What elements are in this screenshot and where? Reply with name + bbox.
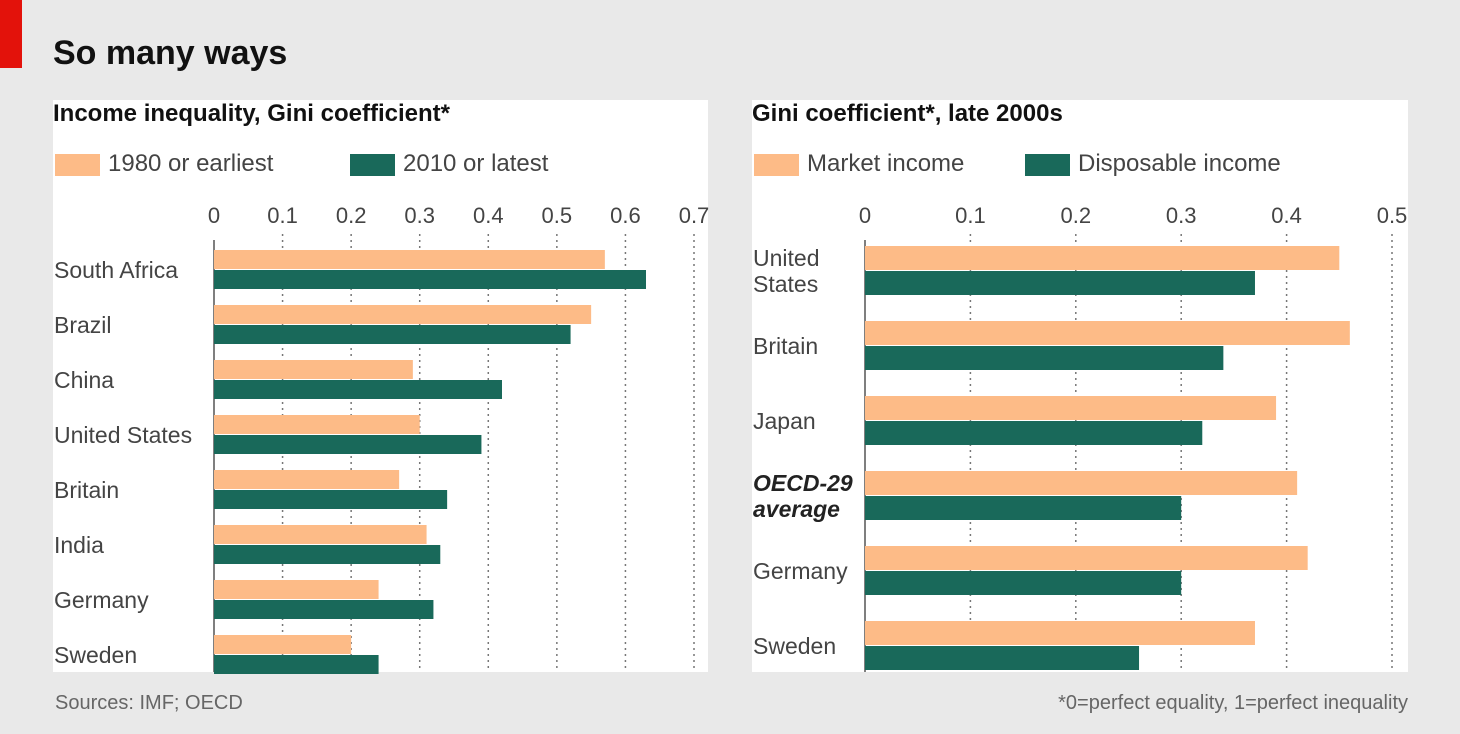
bar [865, 621, 1255, 645]
bar [865, 646, 1140, 670]
x-tick-label: 0.4 [1271, 203, 1302, 228]
bar [214, 305, 592, 324]
bar [865, 546, 1308, 570]
bar [214, 655, 379, 674]
category-label: Brazil [54, 312, 112, 338]
bar [865, 396, 1277, 420]
bar [214, 270, 646, 289]
bar [214, 360, 413, 379]
category-label: United States [753, 245, 820, 297]
legend-swatch [55, 154, 100, 176]
legend-label: Market income [807, 150, 965, 177]
x-tick-label: 0.4 [472, 203, 504, 228]
category-label: Britain [54, 477, 120, 503]
bar [865, 271, 1255, 295]
bar [865, 421, 1203, 445]
bar [214, 545, 441, 564]
bar [214, 325, 571, 344]
x-tick-label: 0.1 [955, 203, 986, 228]
x-tick-label: 0.3 [404, 203, 435, 228]
bar [214, 600, 434, 619]
bar [214, 470, 400, 489]
legend-label: 1980 or earliest [108, 150, 274, 177]
category-label: Britain [753, 333, 819, 359]
bar [214, 635, 352, 654]
red-tab [0, 0, 22, 68]
legend-swatch [754, 154, 799, 176]
bar [214, 580, 379, 599]
bar [865, 471, 1298, 495]
page-title: So many ways [53, 34, 288, 72]
bar [214, 490, 448, 509]
category-label: Germany [54, 587, 149, 613]
legend-label: 2010 or latest [403, 150, 549, 177]
bar [865, 496, 1182, 520]
legend-label: Disposable income [1078, 150, 1281, 177]
bar [214, 380, 502, 399]
legend-swatch [1025, 154, 1070, 176]
bar [865, 321, 1350, 345]
x-tick-label: 0.2 [1060, 203, 1092, 228]
x-tick-label: 0.6 [610, 203, 641, 228]
category-label: Japan [753, 408, 816, 434]
bar [865, 246, 1340, 270]
bar [865, 571, 1182, 595]
legend-swatch [350, 154, 395, 176]
category-label: United States [54, 422, 193, 448]
source: Sources: IMF; OECD [55, 692, 243, 714]
x-tick-label: 0.5 [541, 203, 573, 228]
category-label: Germany [753, 558, 848, 584]
bar [214, 435, 482, 454]
bar [865, 346, 1224, 370]
x-tick-label: 0.5 [1376, 203, 1408, 228]
x-tick-label: 0 [207, 203, 221, 228]
x-tick-label: 0.1 [267, 203, 298, 228]
category-label: Sweden [753, 633, 837, 659]
x-tick-label: 0.2 [335, 203, 367, 228]
x-tick-label: 0.7 [678, 203, 710, 228]
category-label: China [54, 367, 115, 393]
bar [214, 525, 427, 544]
bar [214, 250, 605, 269]
chart-title: Income inequality, Gini coefficient* [53, 100, 450, 127]
x-tick-label: 0.3 [1165, 203, 1197, 228]
footnote: *0=perfect equality, 1=perfect inequalit… [1058, 692, 1408, 714]
category-label: Sweden [54, 642, 138, 668]
category-label: South Africa [54, 257, 179, 283]
category-label: OECD-29 average [753, 470, 853, 522]
bar [214, 415, 420, 434]
chart-title: Gini coefficient*, late 2000s [752, 100, 1063, 127]
x-tick-label: 0 [858, 203, 872, 228]
category-label: India [54, 532, 104, 558]
